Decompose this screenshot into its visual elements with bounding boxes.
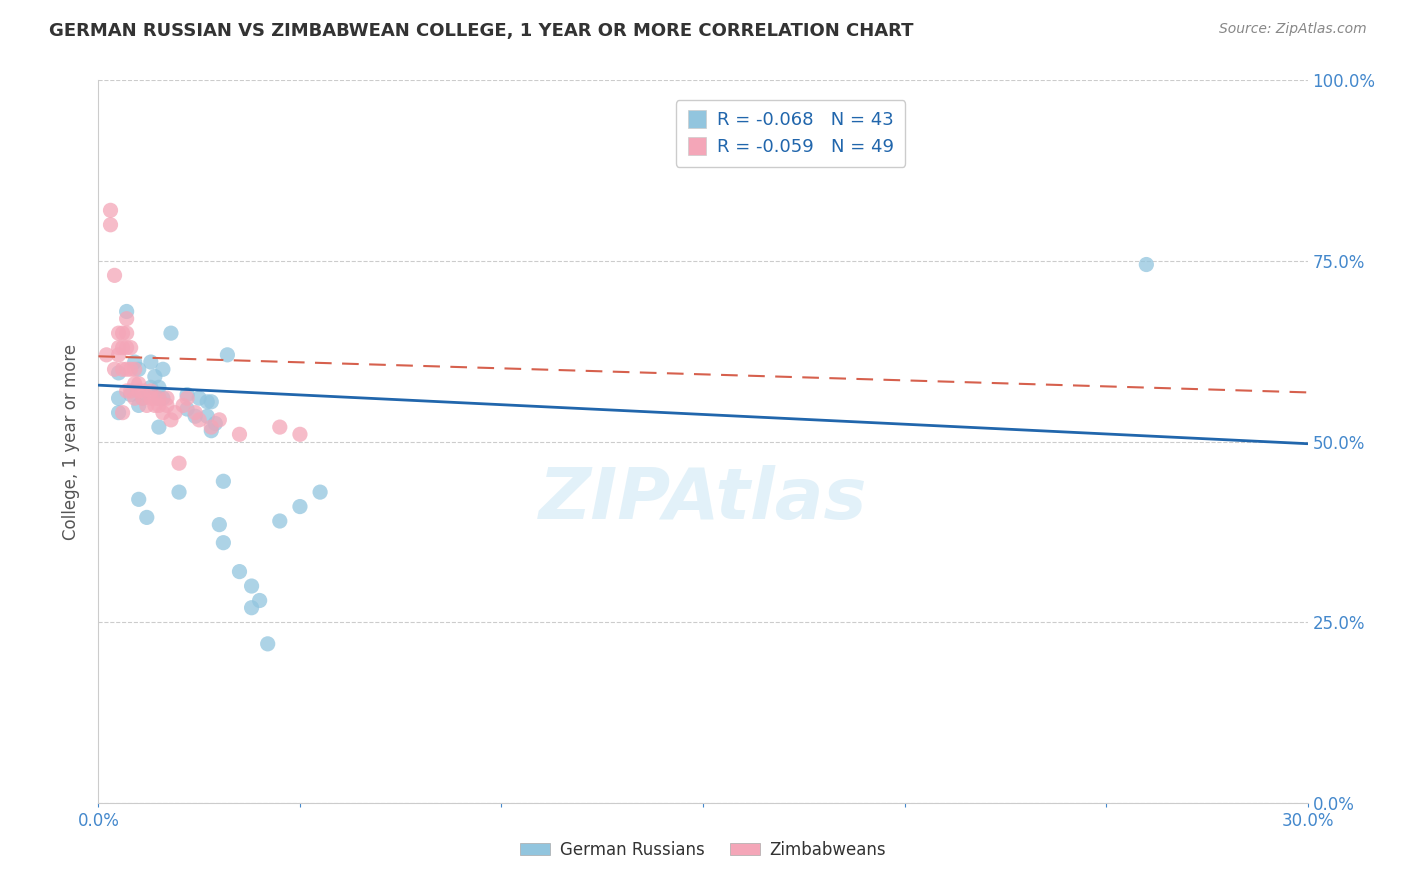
Point bbox=[124, 355, 146, 369]
Point bbox=[107, 348, 129, 362]
Point bbox=[143, 398, 166, 412]
Point bbox=[167, 485, 190, 500]
Point bbox=[115, 384, 138, 398]
Point bbox=[132, 391, 155, 405]
Point bbox=[217, 348, 239, 362]
Point bbox=[148, 391, 170, 405]
Point bbox=[120, 387, 142, 401]
Point bbox=[148, 391, 170, 405]
Point bbox=[100, 203, 122, 218]
Point bbox=[111, 406, 134, 420]
Point bbox=[115, 326, 138, 340]
Point bbox=[107, 326, 129, 340]
Point bbox=[107, 391, 129, 405]
Legend: German Russians, Zimbabweans: German Russians, Zimbabweans bbox=[513, 835, 893, 866]
Point bbox=[228, 565, 250, 579]
Point bbox=[156, 398, 179, 412]
Point bbox=[152, 362, 174, 376]
Point bbox=[135, 398, 157, 412]
Point bbox=[120, 341, 142, 355]
Point bbox=[120, 362, 142, 376]
Point bbox=[132, 384, 155, 398]
Point bbox=[172, 398, 194, 412]
Point bbox=[176, 387, 198, 401]
Point bbox=[208, 517, 231, 532]
Text: ZIPAtlas: ZIPAtlas bbox=[538, 465, 868, 533]
Point bbox=[228, 427, 250, 442]
Point bbox=[143, 391, 166, 405]
Point bbox=[96, 348, 118, 362]
Point bbox=[288, 500, 311, 514]
Point bbox=[200, 420, 222, 434]
Point bbox=[269, 420, 291, 434]
Point bbox=[167, 456, 190, 470]
Point bbox=[107, 366, 129, 380]
Point bbox=[128, 398, 150, 412]
Point bbox=[139, 384, 162, 398]
Point bbox=[288, 427, 311, 442]
Point bbox=[115, 341, 138, 355]
Text: Source: ZipAtlas.com: Source: ZipAtlas.com bbox=[1219, 22, 1367, 37]
Point bbox=[139, 391, 162, 405]
Point bbox=[204, 417, 226, 431]
Point bbox=[1135, 258, 1157, 272]
Point bbox=[188, 413, 211, 427]
Point bbox=[195, 409, 218, 424]
Point bbox=[269, 514, 291, 528]
Point bbox=[188, 391, 211, 405]
Point bbox=[240, 579, 263, 593]
Text: GERMAN RUSSIAN VS ZIMBABWEAN COLLEGE, 1 YEAR OR MORE CORRELATION CHART: GERMAN RUSSIAN VS ZIMBABWEAN COLLEGE, 1 … bbox=[49, 22, 914, 40]
Point bbox=[148, 398, 170, 412]
Point bbox=[176, 391, 198, 405]
Point bbox=[200, 394, 222, 409]
Point bbox=[135, 510, 157, 524]
Point bbox=[139, 355, 162, 369]
Point bbox=[103, 268, 125, 283]
Legend: R = -0.068   N = 43, R = -0.059   N = 49: R = -0.068 N = 43, R = -0.059 N = 49 bbox=[676, 100, 905, 167]
Y-axis label: College, 1 year or more: College, 1 year or more bbox=[62, 343, 80, 540]
Point bbox=[195, 394, 218, 409]
Point bbox=[115, 304, 138, 318]
Point bbox=[152, 406, 174, 420]
Point bbox=[184, 406, 207, 420]
Point bbox=[156, 391, 179, 405]
Point bbox=[139, 380, 162, 394]
Point bbox=[103, 362, 125, 376]
Point bbox=[212, 535, 235, 549]
Point bbox=[184, 409, 207, 424]
Point bbox=[128, 376, 150, 391]
Point bbox=[160, 326, 183, 340]
Point bbox=[240, 600, 263, 615]
Point bbox=[132, 391, 155, 405]
Point bbox=[148, 380, 170, 394]
Point bbox=[100, 218, 122, 232]
Point bbox=[200, 424, 222, 438]
Point bbox=[115, 362, 138, 376]
Point bbox=[148, 420, 170, 434]
Point bbox=[176, 402, 198, 417]
Point bbox=[309, 485, 332, 500]
Point bbox=[124, 362, 146, 376]
Point bbox=[124, 391, 146, 405]
Point bbox=[107, 406, 129, 420]
Point bbox=[111, 341, 134, 355]
Point bbox=[128, 492, 150, 507]
Point bbox=[160, 413, 183, 427]
Point bbox=[143, 369, 166, 384]
Point bbox=[111, 326, 134, 340]
Point bbox=[208, 413, 231, 427]
Point bbox=[152, 391, 174, 405]
Point bbox=[212, 475, 235, 489]
Point bbox=[249, 593, 271, 607]
Point bbox=[120, 384, 142, 398]
Point bbox=[107, 341, 129, 355]
Point bbox=[163, 406, 186, 420]
Point bbox=[124, 376, 146, 391]
Point bbox=[128, 384, 150, 398]
Point bbox=[256, 637, 278, 651]
Point bbox=[128, 362, 150, 376]
Point bbox=[115, 311, 138, 326]
Point bbox=[111, 362, 134, 376]
